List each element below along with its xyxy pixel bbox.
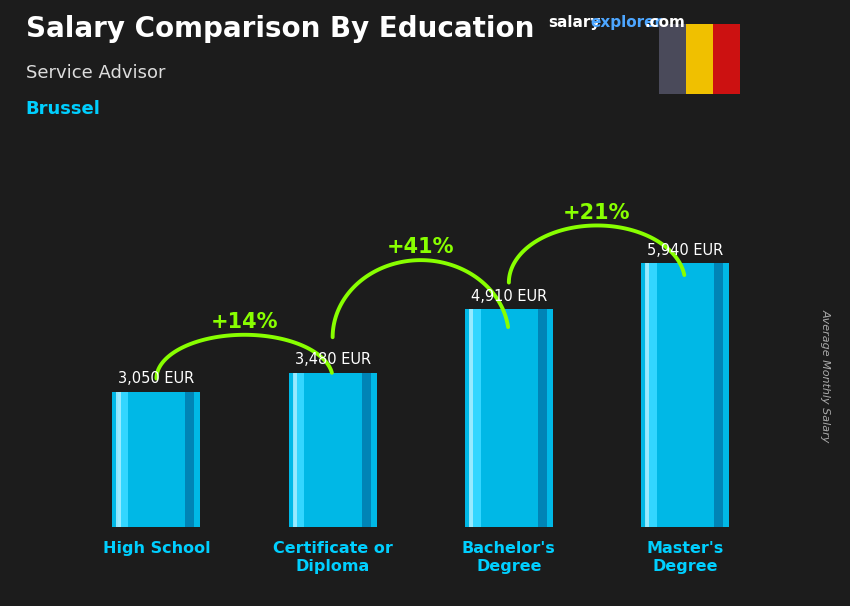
Text: +14%: +14%	[211, 312, 278, 332]
Text: Service Advisor: Service Advisor	[26, 64, 165, 82]
Bar	[659, 24, 686, 94]
Bar	[294, 373, 304, 527]
Text: salary: salary	[548, 15, 601, 30]
Bar	[686, 24, 712, 94]
Text: .com: .com	[644, 15, 685, 30]
Bar	[538, 309, 547, 527]
Bar	[641, 263, 729, 527]
Bar	[117, 391, 128, 527]
Bar	[465, 309, 552, 527]
Text: +21%: +21%	[564, 203, 631, 223]
Text: +41%: +41%	[387, 238, 455, 258]
Bar	[289, 373, 377, 527]
Bar	[645, 263, 649, 527]
Bar	[468, 309, 473, 527]
Bar	[292, 373, 297, 527]
Bar	[714, 263, 723, 527]
Bar	[712, 24, 740, 94]
Text: 3,050 EUR: 3,050 EUR	[118, 371, 195, 387]
Text: Salary Comparison By Education: Salary Comparison By Education	[26, 15, 534, 43]
Text: 5,940 EUR: 5,940 EUR	[647, 243, 723, 258]
Bar	[116, 391, 121, 527]
Text: Average Monthly Salary: Average Monthly Salary	[820, 309, 830, 442]
Text: Brussel: Brussel	[26, 100, 100, 118]
Bar	[112, 391, 201, 527]
Text: 3,480 EUR: 3,480 EUR	[295, 352, 371, 367]
Bar	[646, 263, 657, 527]
Text: explorer: explorer	[591, 15, 663, 30]
Bar	[470, 309, 480, 527]
Bar	[185, 391, 195, 527]
Text: 4,910 EUR: 4,910 EUR	[471, 288, 547, 304]
Bar	[362, 373, 371, 527]
